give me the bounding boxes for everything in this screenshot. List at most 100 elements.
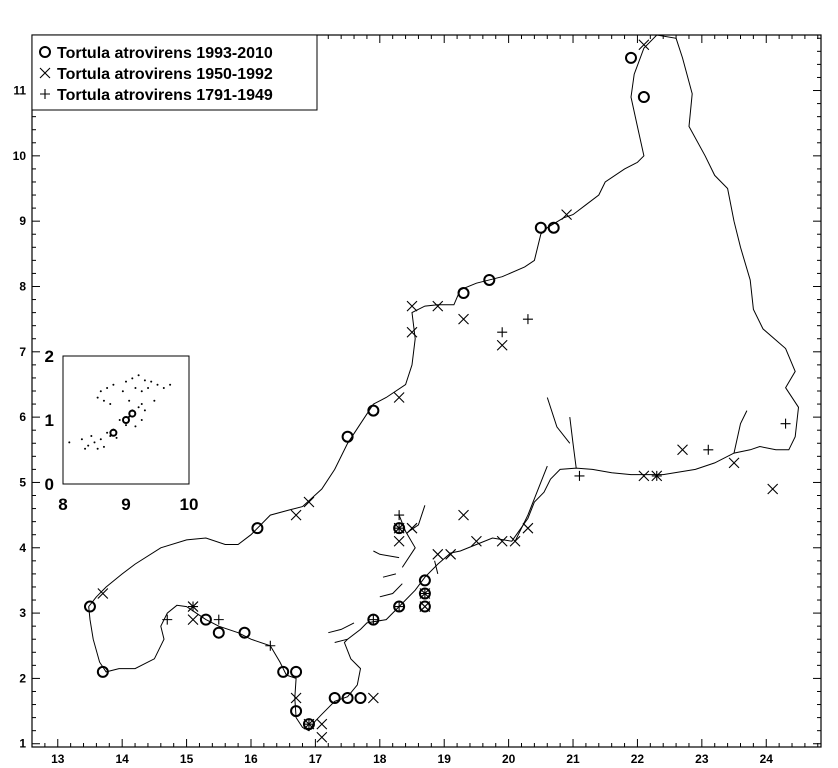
inset-island-dot [137, 374, 140, 377]
marker-circle [637, 91, 650, 104]
marker-circle [367, 404, 380, 417]
inset-island-dot [143, 409, 146, 412]
inset-island-dot [143, 379, 146, 382]
inset-island-dot [128, 399, 131, 402]
marker-plus [651, 470, 662, 481]
marker-x [39, 67, 51, 79]
marker-x [393, 535, 405, 547]
marker-circle [96, 665, 109, 678]
x-tick-label: 15 [180, 752, 194, 766]
marker-circle [83, 600, 96, 613]
inset-island-dot [162, 387, 165, 389]
estuary-line [514, 465, 548, 542]
inset-x-tick-label: 8 [58, 495, 67, 514]
marker-x [303, 496, 315, 508]
inset-island-dot [134, 425, 137, 428]
marker-x [561, 209, 572, 221]
marker-circle [354, 692, 367, 705]
inset-island-dot [125, 424, 127, 427]
inset-island-dot [140, 403, 143, 405]
marker-x [419, 601, 431, 612]
marker-x [767, 483, 779, 495]
inset-island-dot [84, 447, 87, 450]
marker-circle [39, 46, 51, 58]
legend: Tortula atrovirens 1993-2010 Tortula atro… [31, 34, 318, 111]
legend-label: Tortula atrovirens 1993-2010 [57, 45, 273, 62]
data-markers [83, 39, 791, 743]
inset-island-dot [115, 436, 118, 439]
inset-island-dot [106, 387, 109, 389]
inset-island-dot [140, 390, 143, 393]
marker-circle [534, 221, 547, 234]
marker-circle [251, 522, 264, 535]
marker-circle [212, 626, 225, 639]
inset-island-dot [99, 390, 102, 393]
marker-x [445, 548, 457, 560]
estuary-line [373, 550, 400, 559]
marker-x [458, 509, 469, 521]
marker-plus [780, 418, 791, 429]
y-tick-label: 7 [19, 345, 26, 359]
marker-circle [624, 51, 637, 64]
marker-plus [162, 614, 173, 625]
estuary-line [569, 417, 577, 469]
y-tick-label: 5 [19, 475, 26, 489]
legend-label: Tortula atrovirens 1950-1992 [57, 66, 273, 83]
marker-circle [199, 613, 212, 626]
marker-x [316, 731, 328, 743]
inset-island-dot [96, 396, 99, 399]
inset-island-dot [93, 441, 96, 444]
y-tick-label: 4 [19, 541, 26, 555]
x-tick-label: 17 [309, 752, 323, 766]
x-tick-label: 13 [51, 752, 65, 766]
y-tick-label: 10 [13, 149, 27, 163]
marker-circle [109, 428, 118, 437]
inset-island-dot [106, 431, 109, 434]
x-tick-label: 24 [760, 752, 774, 766]
estuary-line [382, 573, 397, 578]
marker-x [406, 326, 418, 338]
marker-x [432, 300, 444, 312]
inset-island-dot [153, 399, 156, 402]
estuary-line [379, 583, 403, 598]
inset-island-dot [150, 380, 153, 383]
marker-circle [290, 705, 303, 718]
estuary-line [546, 397, 571, 444]
inset-y-tick-label: 0 [45, 475, 54, 494]
marker-plus [188, 601, 199, 612]
x-tick-labels: 13 14 15 16 17 18 19 20 21 22 23 24 [51, 752, 773, 766]
marker-x [638, 470, 650, 482]
marker-circle [341, 430, 354, 443]
marker-circle [341, 692, 354, 705]
inset-island-dot [102, 445, 105, 448]
inset-x-tick-label: 9 [121, 495, 130, 514]
estuary-line [334, 638, 348, 643]
y-tick-label: 2 [19, 671, 26, 685]
inset-island-dot [99, 438, 102, 441]
inset-island-dot [169, 383, 172, 386]
inset-island-dot [147, 387, 150, 389]
marker-plus [303, 719, 314, 730]
inset-island-dot [112, 383, 115, 386]
inset-island-dot [125, 380, 127, 383]
marker-x [728, 457, 740, 469]
marker-plus [419, 588, 430, 599]
marker-circle [122, 416, 130, 424]
inset-frame [62, 355, 190, 485]
inset-island-dot [134, 387, 137, 389]
y-tick-label: 8 [19, 279, 26, 293]
x-tick-label: 22 [631, 752, 645, 766]
x-tick-label: 16 [244, 752, 258, 766]
inset-island-dot [137, 406, 140, 409]
x-tick-label: 23 [695, 752, 709, 766]
marker-circle [277, 665, 290, 678]
inset-island-dot [121, 390, 124, 393]
x-tick-label: 21 [566, 752, 580, 766]
marker-circle [328, 692, 341, 705]
marker-circle [418, 574, 431, 587]
marker-circle [128, 409, 137, 418]
inset-y-tick-label: 2 [45, 347, 54, 366]
y-tick-label: 11 [13, 84, 26, 98]
inset-island-dot [80, 438, 83, 441]
inset-island-dot [140, 419, 143, 421]
